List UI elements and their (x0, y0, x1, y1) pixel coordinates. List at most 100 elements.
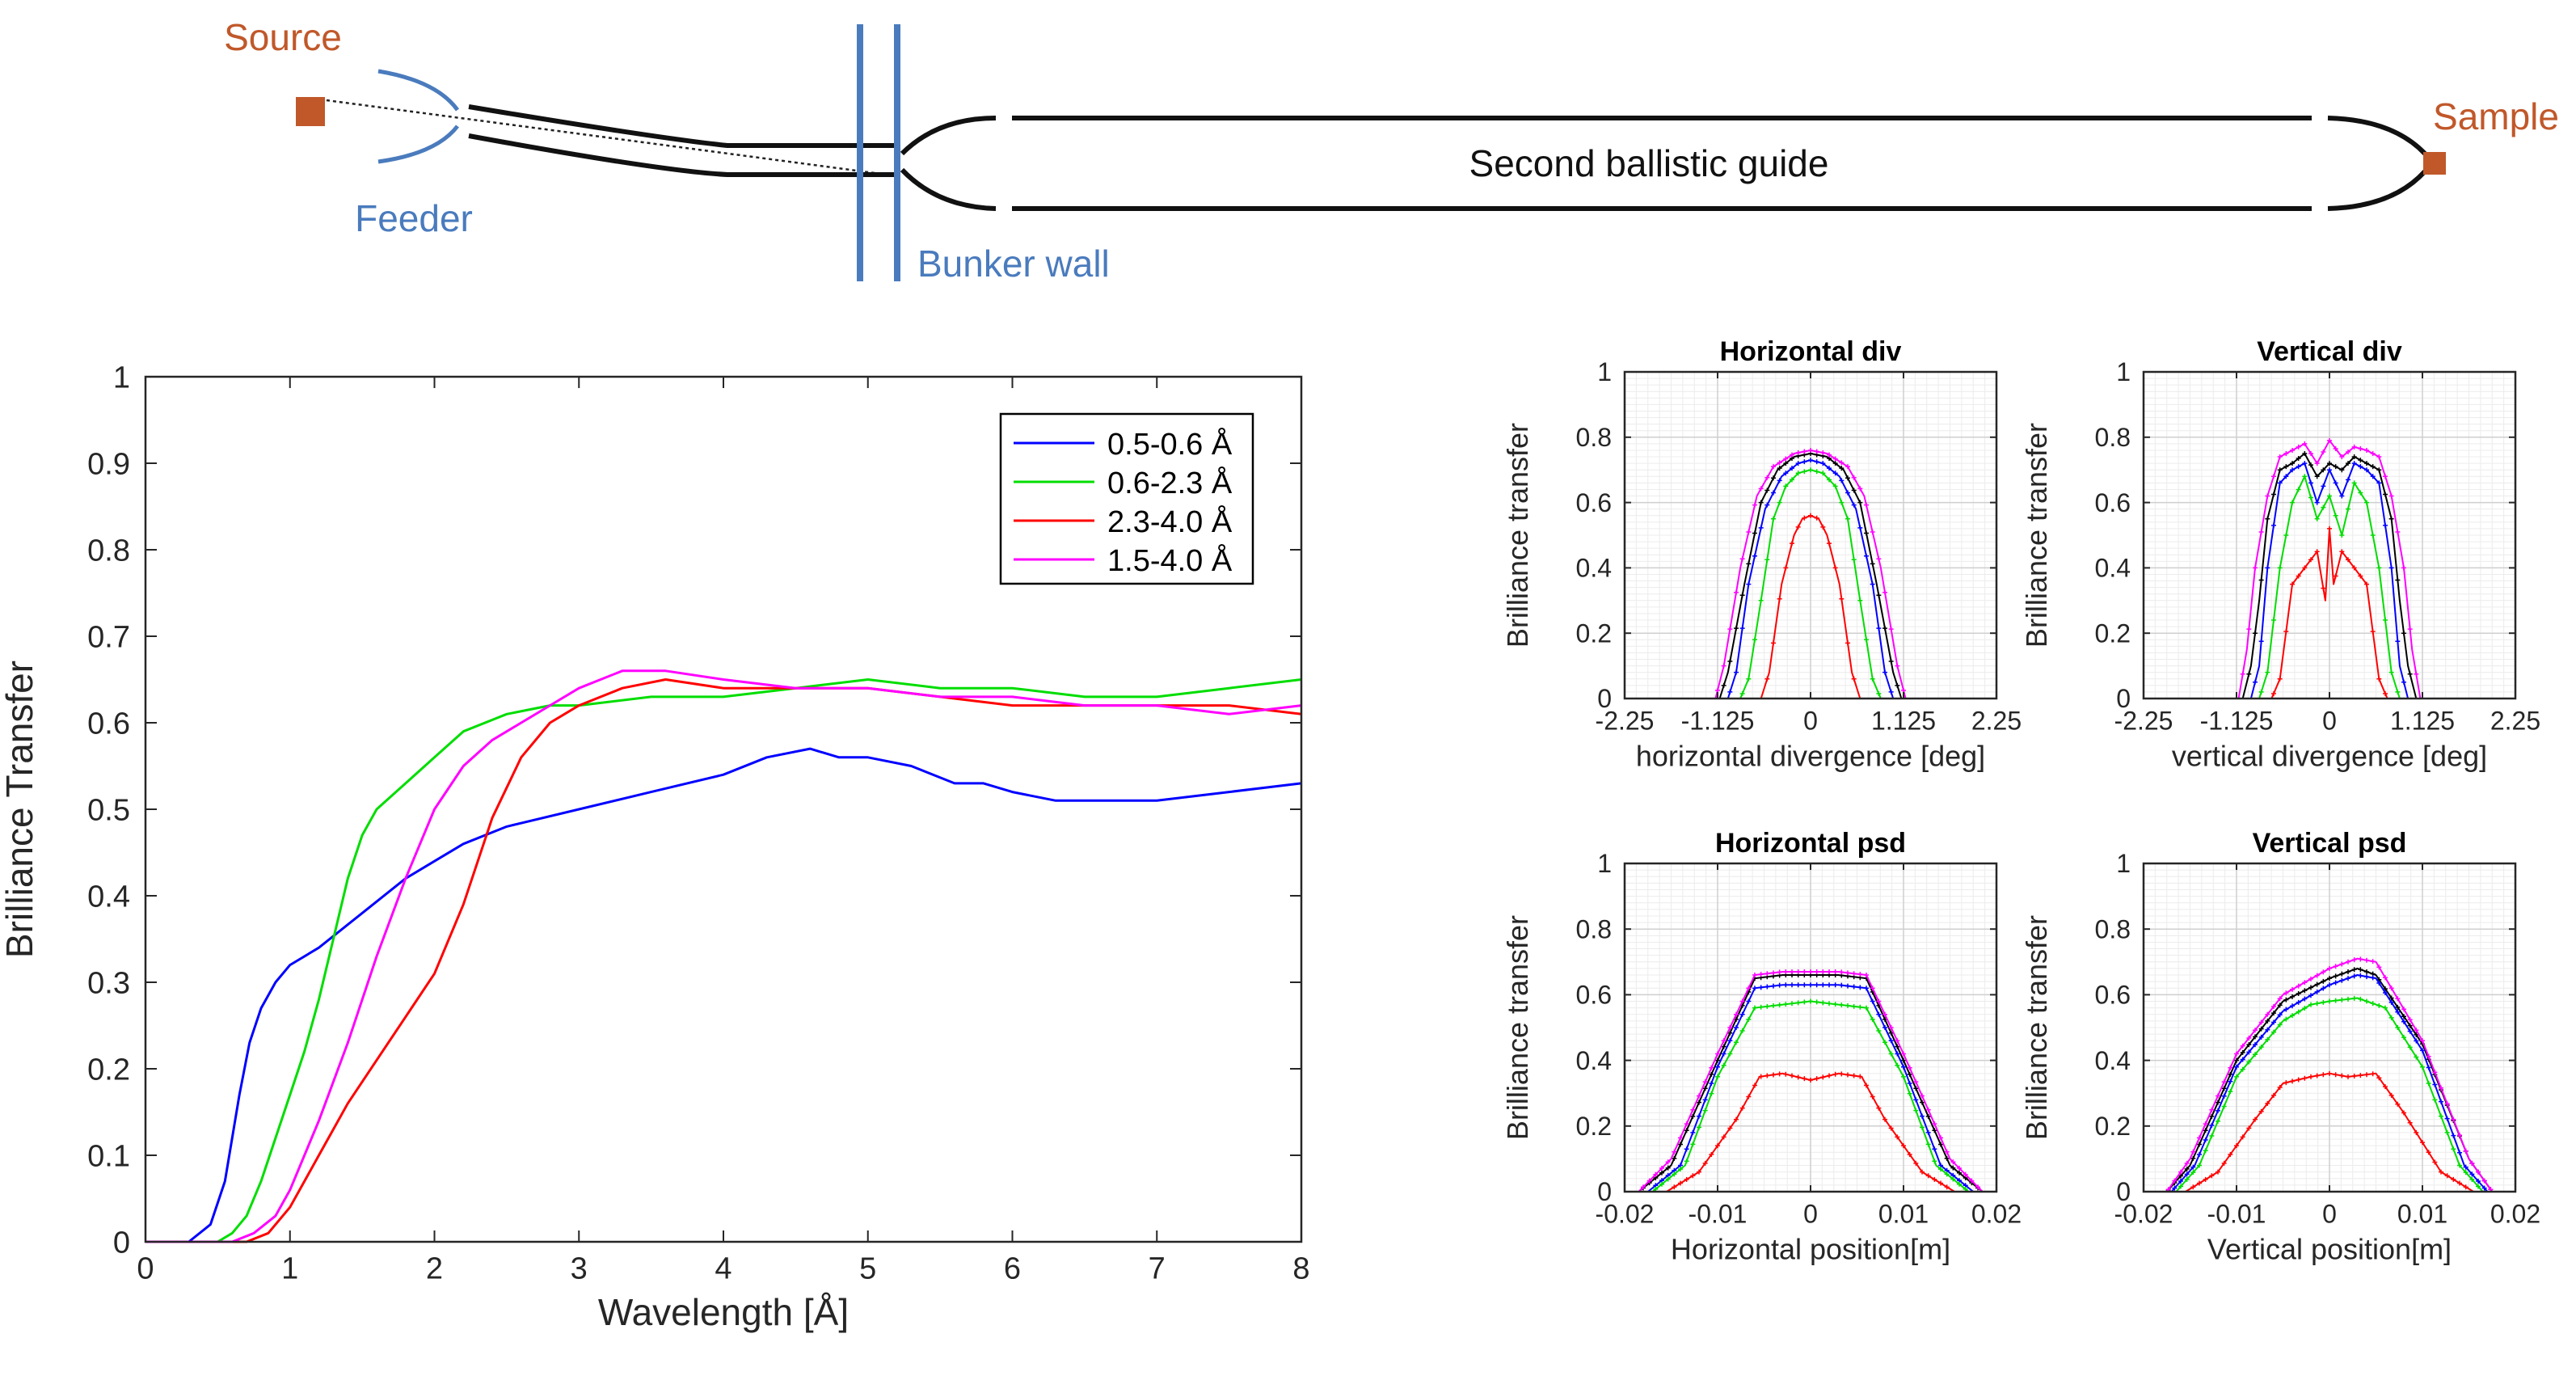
series-marker (1727, 1025, 1733, 1030)
series-marker (2395, 1025, 2401, 1030)
x-tick-label: -0.02 (1596, 1199, 1655, 1228)
series-marker (1876, 1028, 1882, 1034)
series-marker (2370, 975, 2376, 981)
series-marker (2339, 467, 2345, 473)
horizontal-div-chart: -2.25 -1.125 0 1.125 2.25 0 0.2 0.4 0.6 0.8 1 horiz… (1501, 336, 2022, 772)
series-marker (1721, 682, 1726, 688)
line-of-sight-dotted (326, 99, 900, 178)
series-marker (2333, 998, 2338, 1003)
series-marker (1907, 1065, 1912, 1070)
y-tick-label: 1 (1597, 849, 1612, 878)
series-marker (1814, 459, 1819, 465)
series-marker (2265, 1036, 2270, 1042)
series-marker (2314, 516, 2320, 521)
series-marker (1876, 593, 1882, 598)
series-marker (2321, 978, 2326, 984)
series-marker (1820, 1074, 1826, 1080)
series-marker (2376, 981, 2382, 986)
legend-label-0: 0.5-0.6 Å (1107, 426, 1233, 462)
y-tick-label: 0 (2116, 684, 2131, 713)
series-marker (1802, 1076, 1807, 1082)
series-marker (2388, 516, 2394, 521)
series-marker (2246, 627, 2252, 632)
series-marker (2376, 964, 2382, 970)
series-marker (1851, 984, 1857, 990)
series-marker (2277, 1084, 2283, 1090)
series-marker (1734, 1040, 1739, 1045)
series-marker (2370, 451, 2376, 456)
series-marker (1721, 1051, 1726, 1057)
series-marker (1820, 982, 1826, 988)
series-marker (1839, 1071, 1845, 1077)
series-marker (1925, 1129, 1931, 1135)
series-marker (1870, 1016, 1875, 1022)
y-tick-label: 0.4 (2095, 554, 2131, 583)
series-marker (2290, 994, 2295, 999)
y-tick-label: 0.5 (87, 793, 130, 827)
series-marker (2370, 474, 2376, 479)
series-marker (2383, 618, 2388, 623)
series-marker (1864, 1005, 1869, 1011)
series-marker (2351, 967, 2357, 973)
series-marker (2401, 679, 2406, 685)
series-marker (2346, 506, 2350, 512)
series-marker (2407, 1023, 2413, 1028)
series-marker (1938, 1142, 1943, 1147)
series-marker (2209, 1173, 2215, 1179)
series-marker (2296, 456, 2301, 462)
series-marker (1802, 469, 1807, 475)
series-marker (1715, 1064, 1720, 1070)
y-tick-label: 0.4 (1576, 1046, 1612, 1075)
series-marker (2407, 1028, 2413, 1034)
y-tick-label: 0.7 (87, 620, 130, 654)
bunker-wall-label: Bunker wall (917, 243, 1110, 285)
series-marker (2414, 1054, 2419, 1060)
series-marker (2216, 1169, 2220, 1175)
series-marker (1845, 464, 1850, 470)
series-marker (1697, 1125, 1701, 1130)
series-marker (2172, 1178, 2178, 1184)
series-marker (1690, 1107, 1696, 1112)
series-marker (2296, 1009, 2301, 1015)
series-marker (2457, 1150, 2462, 1155)
sample-label: Sample (2433, 95, 2559, 137)
series-marker (1795, 524, 1801, 530)
series-marker (2253, 631, 2258, 636)
series-marker (1857, 1074, 1863, 1079)
series-marker (1901, 1143, 1906, 1149)
series-marker (2197, 1135, 2202, 1141)
series-marker (2327, 461, 2332, 466)
x-axis-label: Horizontal position[m] (1671, 1232, 1950, 1265)
series-marker (1746, 998, 1752, 1004)
series-marker (1888, 627, 1894, 632)
series-marker (2271, 1004, 2276, 1010)
series-marker (1808, 467, 1813, 473)
series-marker (1678, 1142, 1683, 1147)
series-marker (1690, 1142, 1696, 1147)
series-marker (2451, 1116, 2456, 1122)
series-marker (2203, 1176, 2208, 1182)
series-marker (1901, 1074, 1906, 1079)
series-marker (2346, 959, 2350, 964)
series-marker (1888, 1051, 1894, 1057)
series-marker (2178, 1179, 2183, 1184)
series-marker (2351, 1074, 2357, 1078)
series-marker (2321, 999, 2326, 1005)
series-marker (2463, 1164, 2468, 1170)
series-marker (2420, 1038, 2425, 1044)
series-marker (1950, 1159, 1956, 1165)
series-marker (2426, 1150, 2431, 1155)
series-marker (2240, 1049, 2245, 1055)
series-marker (2221, 1104, 2227, 1109)
series-marker (1864, 637, 1869, 643)
series-marker (2388, 995, 2394, 1001)
y-tick-label: 0 (2116, 1177, 2131, 1206)
series-marker (2339, 533, 2345, 538)
series-marker (1845, 1002, 1850, 1008)
series-marker (2265, 493, 2270, 499)
series-marker (1734, 1025, 1739, 1030)
x-tick-label: -2.25 (1596, 706, 1655, 735)
y-tick-label: 0.8 (87, 534, 130, 568)
series-marker (2308, 985, 2313, 990)
series-marker (2481, 1178, 2487, 1184)
